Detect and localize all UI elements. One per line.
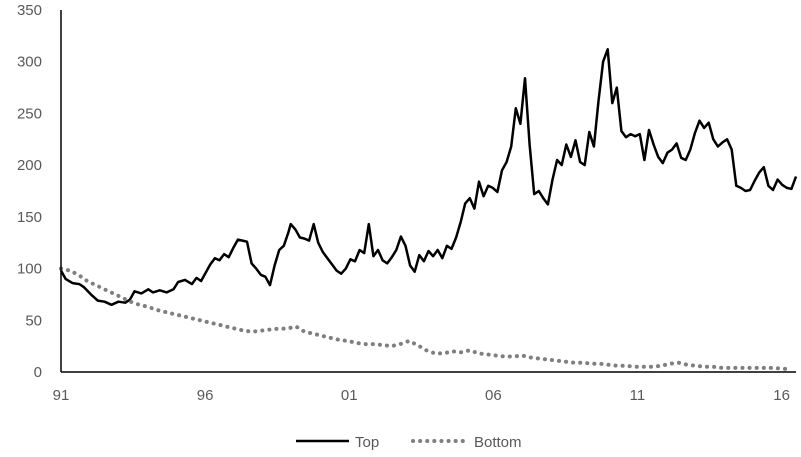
x-axis-ticks: 91 96 01 06 11 16 [53,387,790,404]
x-tick-label: 96 [197,387,214,404]
legend-top-label: Top [355,434,379,451]
y-tick-label: 350 [17,2,42,19]
x-tick-label: 91 [53,387,70,404]
x-tick-label: 01 [341,387,358,404]
legend-bottom-label: Bottom [474,434,522,451]
y-tick-label: 300 [17,54,42,71]
y-tick-label: 250 [17,105,42,122]
y-tick-label: 150 [17,209,42,226]
y-tick-label: 50 [25,312,42,329]
x-tick-label: 11 [630,387,646,404]
y-tick-label: 200 [17,157,42,174]
series-bottom-line [59,266,794,371]
series-top-line [59,48,798,307]
y-tick-label: 100 [17,261,42,278]
series-layer [59,48,798,371]
y-tick-label: 0 [34,364,42,381]
legend: Top Bottom [296,434,522,451]
x-tick-label: 16 [773,387,790,404]
x-tick-label: 06 [485,387,502,404]
y-axis-ticks: 0 50 100 150 200 250 300 350 [17,2,42,381]
